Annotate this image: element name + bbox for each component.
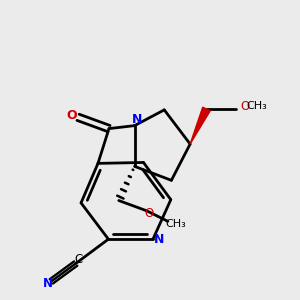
Polygon shape (190, 107, 210, 144)
Text: O: O (144, 207, 153, 220)
Text: O: O (66, 109, 77, 122)
Text: N: N (154, 233, 165, 246)
Text: N: N (132, 112, 142, 126)
Text: CH₃: CH₃ (166, 219, 187, 229)
Text: N: N (43, 277, 53, 290)
Text: O: O (241, 100, 250, 113)
Text: C: C (74, 254, 83, 266)
Text: CH₃: CH₃ (246, 101, 267, 111)
